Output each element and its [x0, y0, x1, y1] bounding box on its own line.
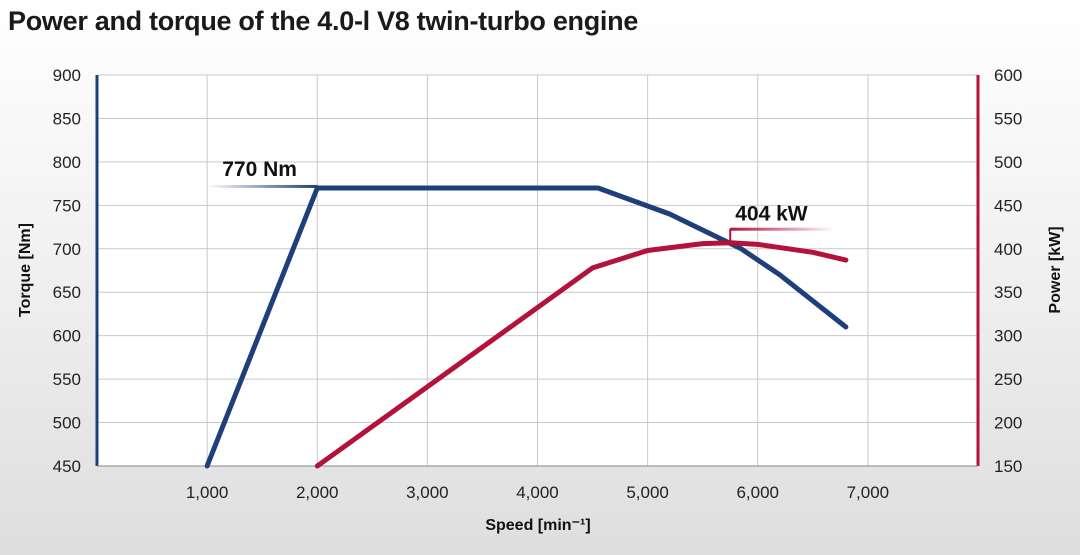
torque-peak-marker	[207, 184, 318, 188]
x-tick-label: 4,000	[516, 483, 559, 502]
power-peak-marker	[730, 227, 836, 231]
y-left-tick-label: 900	[53, 66, 81, 85]
y-left-tick-label: 600	[53, 327, 81, 346]
y-right-tick-label: 350	[994, 283, 1022, 302]
y-right-tick-label: 450	[994, 196, 1022, 215]
ticks: 450 500 550 600 650 700 750 800 850 900 150 200 250 3…	[53, 66, 1023, 502]
y-right-tick-label: 200	[994, 414, 1022, 433]
y-right-tick-label: 300	[994, 327, 1022, 346]
x-tick-label: 3,000	[406, 483, 449, 502]
power-peak-label: 404 kW	[735, 203, 808, 226]
right-axis-title: Power [kW]	[1047, 226, 1064, 313]
y-right-tick-label: 500	[994, 153, 1022, 172]
torque-line	[204, 185, 849, 469]
grid	[97, 74, 978, 467]
torque-peak-label: 770 Nm	[222, 158, 297, 181]
power-line	[314, 240, 849, 469]
x-tick-label: 7,000	[847, 483, 890, 502]
x-axis-title: Speed [min⁻¹]	[485, 517, 590, 534]
y-left-tick-label: 500	[53, 414, 81, 433]
x-tick-label: 6,000	[736, 483, 779, 502]
chart-title: Power and torque of the 4.0-l V8 twin-tu…	[8, 6, 639, 36]
axes	[95, 75, 980, 467]
y-left-tick-label: 450	[53, 457, 81, 476]
y-right-tick-label: 600	[994, 66, 1022, 85]
y-right-tick-label: 250	[994, 370, 1022, 389]
series	[204, 185, 849, 469]
x-tick-label: 2,000	[296, 483, 339, 502]
y-left-tick-label: 650	[53, 283, 81, 302]
x-tick-label: 5,000	[626, 483, 669, 502]
y-left-tick-label: 850	[53, 109, 81, 128]
y-right-tick-label: 150	[994, 457, 1022, 476]
annotations: 770 Nm 404 kW	[207, 158, 836, 243]
y-left-tick-label: 750	[53, 196, 81, 215]
x-tick-label: 1,000	[186, 483, 229, 502]
y-right-tick-label: 550	[994, 109, 1022, 128]
y-left-tick-label: 700	[53, 240, 81, 259]
y-left-tick-label: 800	[53, 153, 81, 172]
y-left-tick-label: 550	[53, 370, 81, 389]
left-axis-title: Torque [Nm]	[17, 223, 34, 317]
y-right-tick-label: 400	[994, 240, 1022, 259]
